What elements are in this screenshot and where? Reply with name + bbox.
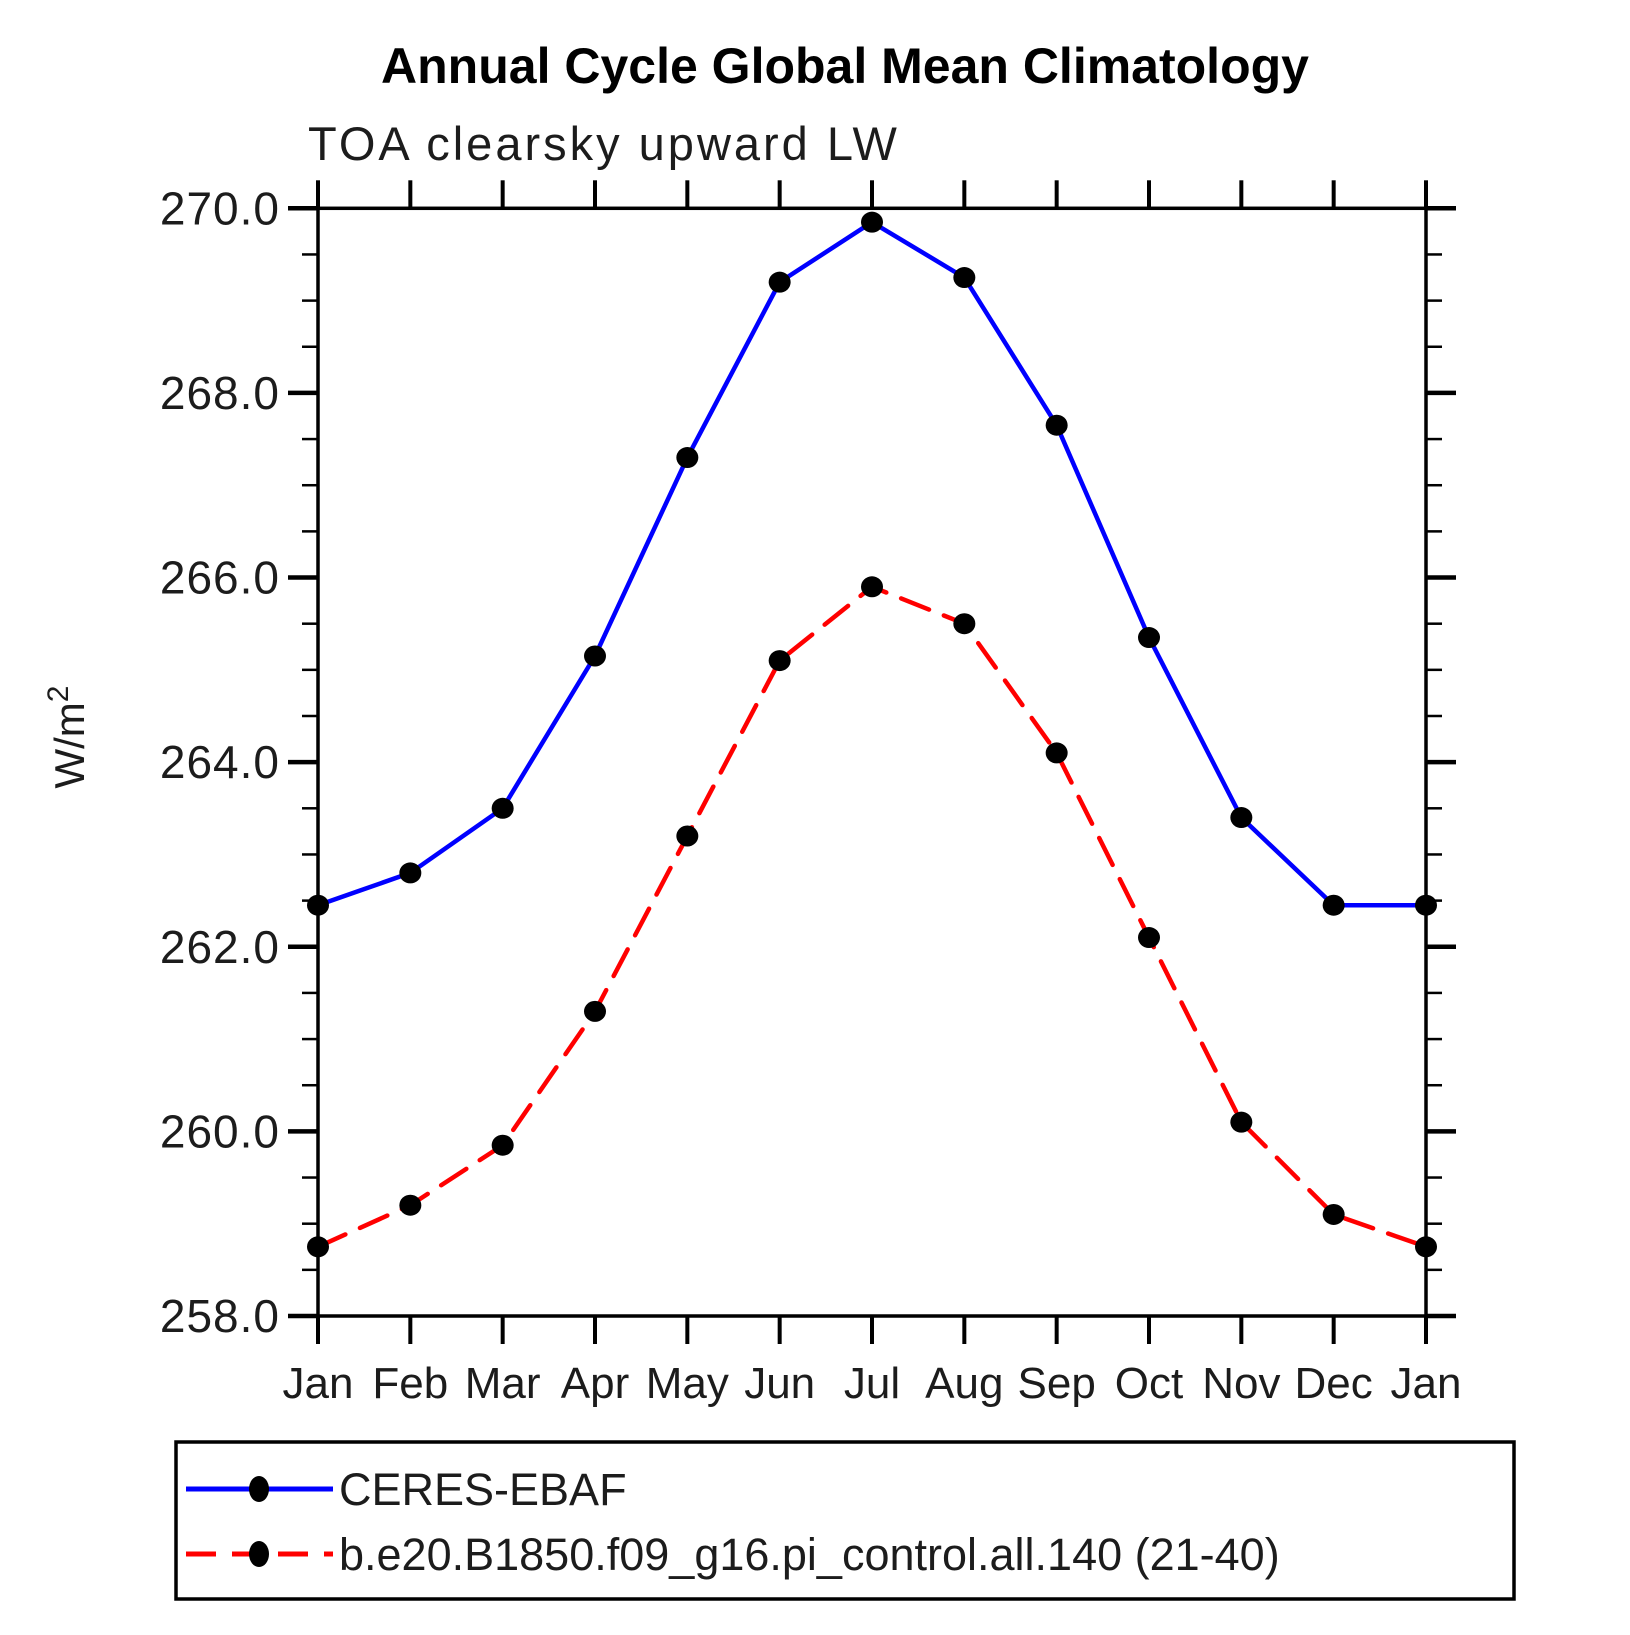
series-line-1 (315, 584, 1429, 1250)
data-point-Nov-series-0 (1230, 807, 1253, 829)
data-point-Feb-series-1 (399, 1194, 422, 1216)
data-point-Mar-series-1 (491, 1134, 514, 1156)
series-line-0 (315, 219, 1429, 908)
plot-border (316, 206, 1428, 1318)
x-tick-label: Oct (1115, 1359, 1183, 1408)
y-tick-label: 260.0 (160, 1105, 280, 1157)
y-tick-label: 270.0 (160, 182, 280, 234)
x-tick-label: Sep (1018, 1359, 1096, 1408)
legend-entry-ceres: CERES-EBAF (186, 1464, 627, 1515)
data-point-Jan-series-0 (307, 894, 329, 916)
plot-frame (316, 206, 1428, 1318)
axis-ticks (288, 180, 1456, 1344)
legend-marker-icon (249, 1541, 269, 1567)
data-point-Sep-series-0 (1045, 414, 1068, 436)
y-axis-title-exponent: 2 (42, 686, 75, 703)
x-tick-label: Apr (561, 1359, 629, 1408)
x-tick-label: Dec (1295, 1359, 1373, 1408)
legend-marker-icon (249, 1476, 269, 1502)
data-point-Jul-series-1 (861, 576, 883, 598)
y-tick-label: 268.0 (160, 367, 280, 419)
y-tick-label: 266.0 (160, 552, 280, 604)
data-point-Jun-series-1 (768, 650, 791, 672)
data-point-May-series-0 (676, 447, 699, 469)
y-axis-title-base: W/m (46, 702, 93, 788)
data-point-Nov-series-1 (1230, 1111, 1253, 1133)
x-tick-label: Jan (1391, 1359, 1462, 1408)
data-point-Jan-series-1 (1415, 1236, 1437, 1258)
data-point-Dec-series-0 (1322, 894, 1345, 916)
data-point-Dec-series-1 (1322, 1203, 1345, 1225)
x-tick-label: Aug (925, 1359, 1003, 1408)
x-tick-label: May (646, 1359, 729, 1408)
y-tick-label: 264.0 (160, 736, 280, 788)
legend-label-ceres: CERES-EBAF (339, 1464, 627, 1515)
data-point-Jul-series-0 (861, 211, 883, 233)
data-point-Oct-series-1 (1138, 927, 1160, 949)
chart-subtitle: TOA clearsky upward LW (308, 117, 900, 170)
data-point-Apr-series-0 (584, 645, 606, 667)
x-tick-label: Jan (283, 1359, 354, 1408)
data-point-Sep-series-1 (1045, 742, 1068, 764)
data-point-Mar-series-0 (491, 797, 514, 819)
data-point-Aug-series-1 (953, 613, 976, 635)
x-tick-label: Jul (844, 1359, 900, 1408)
x-tick-label: Mar (465, 1359, 541, 1408)
data-point-Aug-series-0 (953, 267, 976, 289)
legend-box: CERES-EBAF b.e20.B1850.f09_g16.pi_contro… (174, 1440, 1516, 1601)
data-point-Feb-series-0 (399, 862, 422, 884)
y-axis-title: W/m2 (42, 686, 93, 789)
data-point-Jan-series-1 (307, 1236, 329, 1258)
data-point-Jan-series-0 (1415, 894, 1437, 916)
data-point-Jun-series-0 (768, 271, 791, 293)
legend-entry-model: b.e20.B1850.f09_g16.pi_control.all.140 (… (186, 1529, 1280, 1580)
data-point-May-series-1 (676, 825, 699, 847)
y-tick-label: 262.0 (160, 921, 280, 973)
x-tick-label: Jun (744, 1359, 815, 1408)
chart-title: Annual Cycle Global Mean Climatology (381, 38, 1309, 94)
y-tick-label: 258.0 (160, 1290, 280, 1342)
data-point-Oct-series-0 (1138, 627, 1160, 649)
legend-label-model: b.e20.B1850.f09_g16.pi_control.all.140 (… (339, 1529, 1280, 1580)
data-series (307, 211, 1437, 1258)
axis-labels: 258.0 260.0 262.0 264.0 266.0 268.0 270.0 Jan Fe… (160, 182, 1462, 1408)
x-tick-label: Nov (1202, 1359, 1280, 1408)
data-point-Apr-series-1 (584, 1000, 606, 1022)
legend-border (174, 1440, 1516, 1601)
x-tick-label: Feb (372, 1359, 448, 1408)
